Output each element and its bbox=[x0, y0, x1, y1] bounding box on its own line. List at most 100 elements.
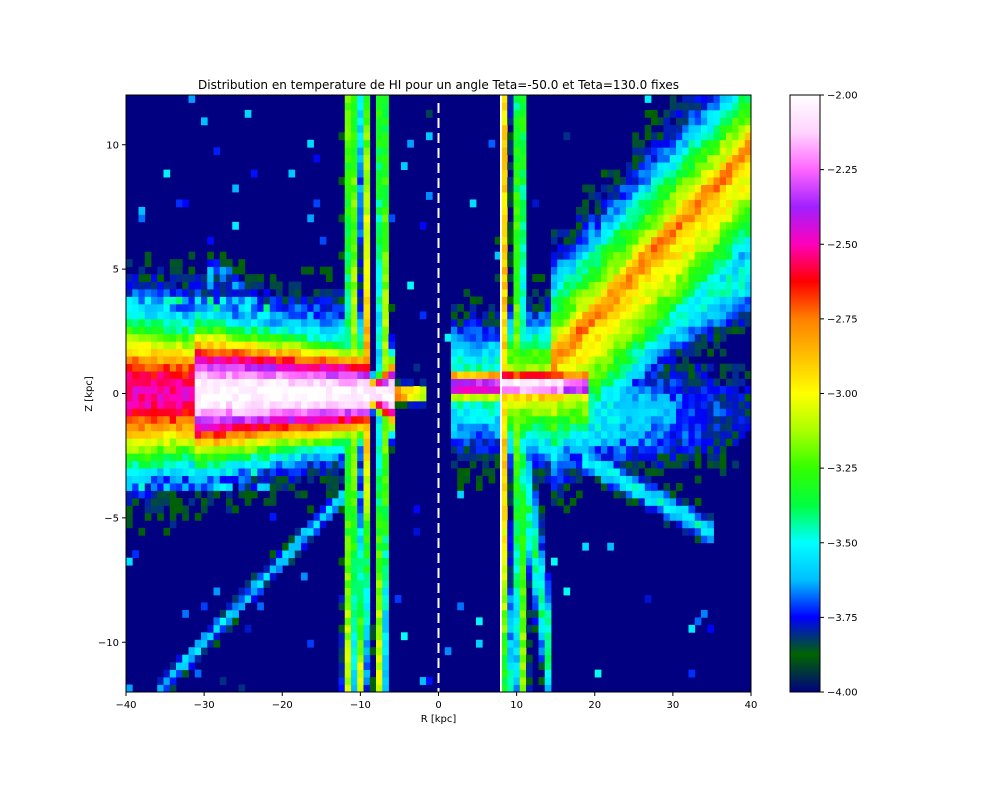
heatmap-cell bbox=[313, 356, 321, 365]
heatmap-cell bbox=[376, 415, 383, 424]
heatmap-cell bbox=[182, 609, 189, 618]
heatmap-cell bbox=[526, 460, 533, 469]
heatmap-cell bbox=[357, 296, 364, 305]
heatmap-cell bbox=[601, 311, 608, 320]
heatmap-cell bbox=[719, 415, 727, 424]
heatmap-cell bbox=[526, 654, 533, 663]
heatmap-cell bbox=[688, 430, 696, 439]
x-tick-label: 10 bbox=[510, 700, 523, 711]
heatmap-cell bbox=[501, 400, 508, 409]
heatmap-cell bbox=[338, 408, 346, 417]
heatmap-cell bbox=[351, 684, 358, 692]
heatmap-cell bbox=[326, 393, 333, 402]
heatmap-cell bbox=[238, 266, 246, 275]
heatmap-cell bbox=[307, 386, 314, 394]
heatmap-cell bbox=[663, 393, 671, 402]
heatmap-cell bbox=[157, 281, 164, 290]
heatmap-cell bbox=[576, 259, 583, 268]
heatmap-cell bbox=[732, 408, 739, 417]
heatmap-cell bbox=[676, 199, 683, 208]
heatmap-cell bbox=[488, 326, 496, 335]
heatmap-cell bbox=[532, 423, 539, 432]
heatmap-cell bbox=[588, 333, 596, 342]
heatmap-cell bbox=[288, 400, 296, 409]
heatmap-cell bbox=[344, 303, 352, 312]
heatmap-cell bbox=[607, 483, 614, 491]
heatmap-cell bbox=[544, 415, 552, 424]
heatmap-cell bbox=[582, 318, 589, 327]
heatmap-cell bbox=[213, 303, 221, 312]
heatmap-cell bbox=[401, 400, 408, 409]
heatmap-cell bbox=[601, 408, 608, 417]
heatmap-cell bbox=[619, 341, 627, 350]
heatmap-cell bbox=[701, 109, 708, 118]
heatmap-cell bbox=[532, 483, 539, 491]
heatmap-cell bbox=[638, 356, 646, 365]
heatmap-cell bbox=[626, 214, 633, 223]
heatmap-cell bbox=[263, 378, 271, 387]
heatmap-cell bbox=[701, 192, 708, 200]
heatmap-cell bbox=[263, 326, 271, 335]
heatmap-cell bbox=[669, 303, 677, 312]
heatmap-cell bbox=[513, 289, 521, 297]
heatmap-cell bbox=[707, 199, 714, 208]
heatmap-cell bbox=[338, 654, 346, 663]
heatmap-cell bbox=[632, 184, 639, 193]
heatmap-cell bbox=[126, 296, 133, 305]
heatmap-cell bbox=[182, 303, 189, 312]
heatmap-cell bbox=[744, 154, 751, 163]
heatmap-cell bbox=[388, 371, 396, 379]
heatmap-cell bbox=[388, 356, 396, 365]
heatmap-cell bbox=[588, 400, 596, 409]
heatmap-cell bbox=[632, 460, 639, 469]
heatmap-cell bbox=[457, 386, 464, 394]
heatmap-cell bbox=[694, 535, 702, 544]
heatmap-cell bbox=[469, 199, 477, 208]
heatmap-cell bbox=[419, 393, 427, 402]
heatmap-cell bbox=[638, 378, 646, 387]
heatmap-cell bbox=[513, 177, 521, 185]
heatmap-cell bbox=[382, 244, 389, 253]
heatmap-cell bbox=[288, 378, 296, 387]
heatmap-cell bbox=[326, 453, 333, 462]
heatmap-cell bbox=[294, 535, 302, 544]
heatmap-cell bbox=[607, 281, 614, 290]
heatmap-cell bbox=[188, 341, 196, 350]
heatmap-cell bbox=[638, 221, 646, 230]
heatmap-cell bbox=[463, 333, 471, 342]
heatmap-cell bbox=[232, 348, 239, 357]
heatmap-cell bbox=[626, 311, 633, 320]
heatmap-cell bbox=[638, 244, 646, 253]
heatmap-cell bbox=[494, 333, 502, 342]
heatmap-cell bbox=[132, 318, 139, 327]
heatmap-cell bbox=[569, 289, 577, 297]
heatmap-cell bbox=[738, 363, 746, 372]
heatmap-cell bbox=[294, 356, 302, 365]
heatmap-cell bbox=[601, 341, 608, 350]
heatmap-cell bbox=[657, 274, 664, 282]
heatmap-cell bbox=[126, 386, 133, 394]
heatmap-cell bbox=[357, 102, 364, 111]
heatmap-cell bbox=[601, 348, 608, 357]
heatmap-cell bbox=[326, 363, 333, 372]
heatmap-cell bbox=[482, 400, 489, 409]
heatmap-cell bbox=[538, 617, 546, 626]
heatmap-cell bbox=[338, 453, 346, 462]
heatmap-cell bbox=[513, 251, 521, 260]
heatmap-cell bbox=[501, 438, 508, 447]
heatmap-cell bbox=[207, 497, 214, 506]
heatmap-cell bbox=[382, 311, 389, 320]
heatmap-cell bbox=[726, 363, 733, 372]
heatmap-cell bbox=[319, 289, 327, 297]
heatmap-cell bbox=[638, 251, 646, 260]
heatmap-cell bbox=[344, 214, 352, 223]
heatmap-cell bbox=[507, 430, 514, 439]
heatmap-cell bbox=[394, 594, 402, 603]
heatmap-cell bbox=[651, 266, 658, 275]
heatmap-cell bbox=[613, 363, 621, 372]
heatmap-cell bbox=[669, 423, 677, 432]
heatmap-cell bbox=[488, 341, 496, 350]
heatmap-cell bbox=[388, 408, 396, 417]
heatmap-cell bbox=[519, 326, 527, 335]
heatmap-cell bbox=[363, 550, 371, 559]
